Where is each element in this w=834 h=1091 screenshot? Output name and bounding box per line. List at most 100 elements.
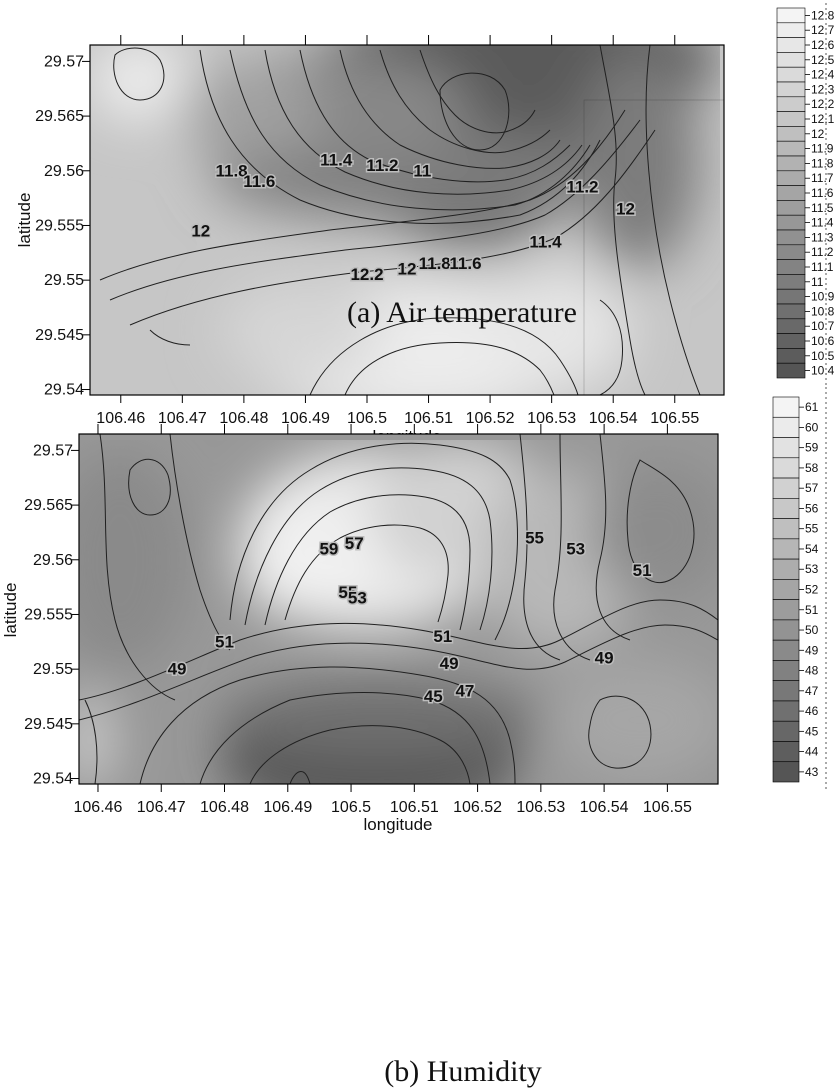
colorbar-label: 44: [805, 745, 819, 759]
contour-label: 11.8: [419, 254, 451, 273]
colorbar-label: 12.1: [811, 112, 834, 126]
y-tick-label: 29.56: [33, 552, 73, 569]
colorbar-swatch: [776, 126, 806, 142]
colorbar-label: 49: [805, 643, 819, 657]
panel-humidity: 106.46 106.47 106.48 106.49 106.5 106.51 106.5…: [1, 387, 827, 1088]
colorbar-label: 12.7: [811, 23, 834, 37]
colorbar-swatch: [772, 498, 800, 519]
y-tick-label: 29.565: [24, 497, 73, 514]
colorbar-swatch: [776, 185, 806, 201]
x-tick-label: 106.51: [404, 410, 453, 427]
x-tick-label: 106.5: [347, 410, 387, 427]
colorbar-label: 10.5: [811, 349, 834, 363]
colorbar-label: 12.8: [811, 8, 834, 22]
y-tick-label: 29.555: [24, 606, 73, 623]
colorbar-label: 10.7: [811, 319, 834, 333]
contour-label: 49: [168, 660, 187, 679]
colorbar-swatch: [772, 720, 800, 742]
colorbar-label: 11.3: [811, 230, 834, 244]
colorbar-swatch: [776, 288, 806, 305]
contour-label: 49: [440, 654, 459, 673]
colorbar-swatch: [772, 660, 800, 681]
contour-label: 53: [566, 539, 585, 558]
colorbar-label: 51: [805, 603, 819, 617]
colorbar-swatch: [776, 244, 806, 260]
colorbar-label: 59: [805, 441, 819, 455]
colorbar-swatch: [772, 457, 800, 479]
colorbar-label: 11.8: [811, 156, 834, 170]
colorbar-label: 10.8: [811, 304, 834, 318]
temperature-colorbar: 12.812.712.612.512.412.312.212.11211.911…: [776, 0, 834, 388]
y-tick-label: 29.54: [33, 771, 73, 788]
colorbar-swatch: [776, 37, 806, 53]
colorbar-swatch: [772, 680, 800, 702]
colorbar-swatch: [776, 362, 806, 379]
colorbar-swatch: [776, 333, 806, 349]
colorbar-swatch: [776, 229, 806, 246]
colorbar-label: 12.5: [811, 53, 834, 67]
contour-label: 51: [215, 632, 234, 651]
y-tick-label: 29.55: [44, 272, 84, 289]
y-tick-label: 29.545: [35, 327, 84, 344]
contour-label: 51: [433, 627, 452, 646]
colorbar-swatch: [776, 22, 806, 38]
contour-label: 51: [633, 561, 652, 580]
colorbar-swatch: [772, 437, 800, 459]
contour-label: 12.2: [350, 265, 383, 284]
colorbar-swatch: [776, 200, 806, 216]
x-tick-label: 106.5: [331, 799, 371, 816]
x-tick-label: 106.53: [527, 410, 576, 427]
contour-label: 12: [398, 260, 417, 279]
humidity-plot-frame: [78, 433, 719, 785]
contour-label: 11.2: [566, 178, 598, 197]
colorbar-swatch: [772, 761, 800, 783]
y-tick-label: 29.54: [44, 382, 84, 399]
colorbar-label: 12.6: [811, 38, 834, 52]
colorbar-swatch: [776, 274, 806, 290]
contour-label: 11: [413, 161, 431, 180]
y-tick-label: 29.57: [33, 442, 73, 459]
colorbar-label: 45: [805, 724, 819, 738]
colorbar-label: 56: [805, 501, 819, 515]
colorbar-swatch: [776, 7, 806, 24]
contour-label: 12: [616, 200, 635, 219]
colorbar-swatch: [776, 303, 806, 320]
colorbar-swatch: [776, 52, 806, 68]
colorbar-label: 61: [805, 400, 819, 414]
y-tick-label: 29.565: [35, 108, 84, 125]
contour-label: 45: [424, 687, 443, 706]
colorbar-swatch: [776, 348, 806, 364]
humidity-y-axis-label: latitude: [1, 583, 20, 638]
contour-label: 11.2: [366, 156, 398, 175]
x-tick-label: 106.54: [589, 410, 638, 427]
colorbar-label: 48: [805, 664, 819, 678]
x-tick-label: 106.55: [643, 799, 692, 816]
colorbar-label: 50: [805, 623, 819, 637]
contour-label: 11.6: [449, 254, 481, 273]
colorbar-swatch: [772, 477, 800, 499]
contour-label: 11.4: [529, 232, 562, 251]
colorbar-label: 11.1: [811, 260, 834, 274]
colorbar-label: 10.9: [811, 290, 834, 304]
colorbar-swatch: [776, 170, 806, 186]
contour-label: 57: [345, 534, 364, 553]
colorbar-label: 11.5: [811, 201, 834, 215]
colorbar-label: 12: [811, 127, 825, 141]
colorbar-swatch: [776, 259, 806, 275]
colorbar-label: 11.4: [811, 216, 834, 230]
x-tick-label: 106.49: [281, 410, 330, 427]
humidity-y-ticks: 29.57 29.565 29.56 29.555 29.55 29.545 29.54: [24, 442, 79, 788]
colorbar-swatch: [772, 396, 800, 418]
colorbar-label: 12.2: [811, 97, 834, 111]
colorbar-swatch: [772, 700, 800, 722]
colorbar-label: 11.7: [811, 171, 834, 185]
contour-label: 55: [338, 583, 357, 602]
temperature-x-ticks: 106.46 106.47 106.48 106.49 106.5 106.51 106.5…: [96, 35, 699, 427]
colorbar-swatch: [772, 599, 800, 621]
humidity-contour-fill: [79, 434, 718, 784]
colorbar-label: 10.4: [811, 364, 834, 378]
x-tick-label: 106.52: [466, 410, 515, 427]
y-tick-label: 29.56: [44, 163, 84, 180]
